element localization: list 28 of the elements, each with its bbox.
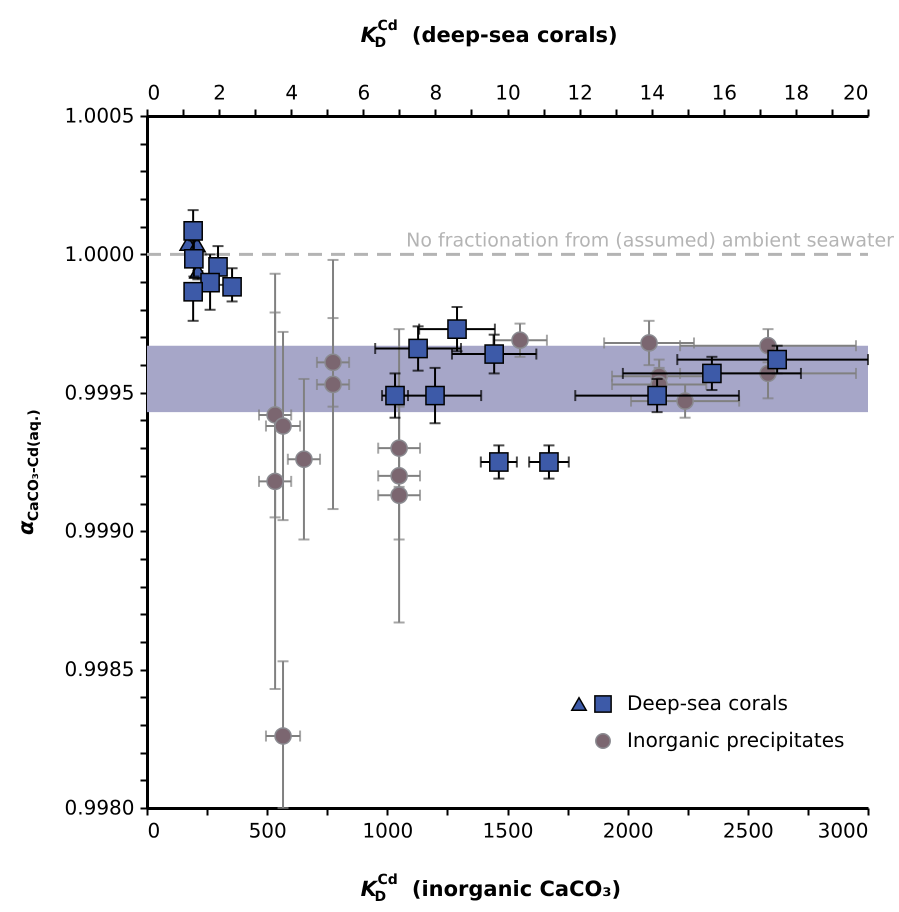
x2-tick-label: 20 bbox=[843, 80, 868, 104]
x2-tick-label: 0 bbox=[148, 80, 160, 104]
y-tick-label: 0.9980 bbox=[64, 796, 134, 820]
x2-tick-label: 18 bbox=[784, 80, 810, 104]
ref-line-label: No fractionation from (assumed) ambient seawater bbox=[406, 229, 894, 252]
x2-tick-label: 12 bbox=[567, 80, 593, 104]
y-tick-label: 0.9990 bbox=[64, 518, 134, 543]
legend-label: Inorganic precipitates bbox=[627, 728, 844, 752]
x-tick-label: 1500 bbox=[482, 818, 534, 842]
y-tick-label: 1.0000 bbox=[64, 242, 134, 266]
x2-tick-label: 10 bbox=[495, 80, 521, 104]
y-axis-title: αCaCO₃-Cd(aq.) bbox=[14, 409, 42, 535]
x2-tick-label: 16 bbox=[712, 80, 738, 104]
x-tick-label: 2000 bbox=[602, 818, 654, 842]
y-tick-label: 0.9995 bbox=[64, 380, 134, 404]
x-tick-label: 1000 bbox=[362, 818, 414, 842]
y-tick-label: 0.9985 bbox=[64, 657, 134, 682]
x2-tick-label: 8 bbox=[430, 80, 442, 104]
x-tick-label: 500 bbox=[248, 818, 287, 842]
x2-tick-label: 6 bbox=[357, 80, 370, 104]
x2-tick-label: 14 bbox=[639, 80, 665, 104]
legend-label: Deep-sea corals bbox=[627, 691, 788, 715]
x-tick-label: 3000 bbox=[818, 818, 868, 842]
x-tick-label: 2500 bbox=[722, 818, 774, 842]
x2-tick-label: 2 bbox=[213, 80, 226, 104]
x2-tick-label: 4 bbox=[285, 80, 298, 104]
y-tick-label: 1.0005 bbox=[64, 104, 134, 128]
x-tick-label: 0 bbox=[148, 818, 160, 842]
